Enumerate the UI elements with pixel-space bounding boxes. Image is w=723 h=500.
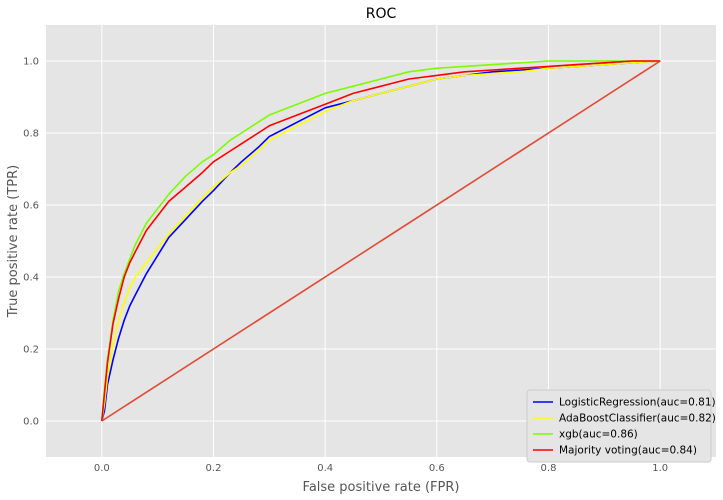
legend-label: AdaBoostClassifier(auc=0.82) — [559, 413, 716, 425]
legend-label: Majority voting(auc=0.84) — [559, 445, 697, 457]
y-tick-label: 0.8 — [23, 129, 39, 140]
y-axis-title: True positive rate (TPR) — [6, 165, 21, 318]
legend-label: LogisticRegression(auc=0.81) — [559, 397, 716, 409]
x-axis-title: False positive rate (FPR) — [303, 480, 460, 495]
x-tick-label: 0.4 — [317, 463, 333, 474]
series-lines — [101, 60, 661, 422]
roc-series-line — [101, 60, 661, 422]
y-tick-label: 1.0 — [23, 57, 39, 68]
x-tick-label: 0.6 — [429, 463, 445, 474]
roc-series-line — [101, 60, 661, 422]
x-tick-label: 0.2 — [206, 463, 222, 474]
chance-diagonal-line — [101, 60, 661, 422]
roc-series-line — [101, 60, 661, 422]
y-tick-label: 0.6 — [23, 201, 39, 212]
x-tick-label: 1.0 — [652, 463, 668, 474]
y-tick-label: 0.0 — [23, 417, 39, 428]
y-tick-label: 0.4 — [23, 273, 39, 284]
legend-label: xgb(auc=0.86) — [559, 429, 638, 441]
legend: LogisticRegression(auc=0.81) AdaBoostClas… — [526, 389, 716, 463]
roc-series-line — [101, 60, 661, 422]
x-tick-label: 0.8 — [541, 463, 557, 474]
y-tick-label: 0.2 — [23, 345, 39, 356]
chart-title: ROC — [366, 6, 397, 22]
tick-labels: 0.0 0.2 0.4 0.6 0.8 1.0 0.0 0.2 0.4 0.6 0.8 1.0 — [23, 57, 668, 475]
x-tick-label: 0.0 — [94, 463, 110, 474]
legend-box — [526, 389, 712, 463]
grid-lines — [46, 25, 716, 457]
